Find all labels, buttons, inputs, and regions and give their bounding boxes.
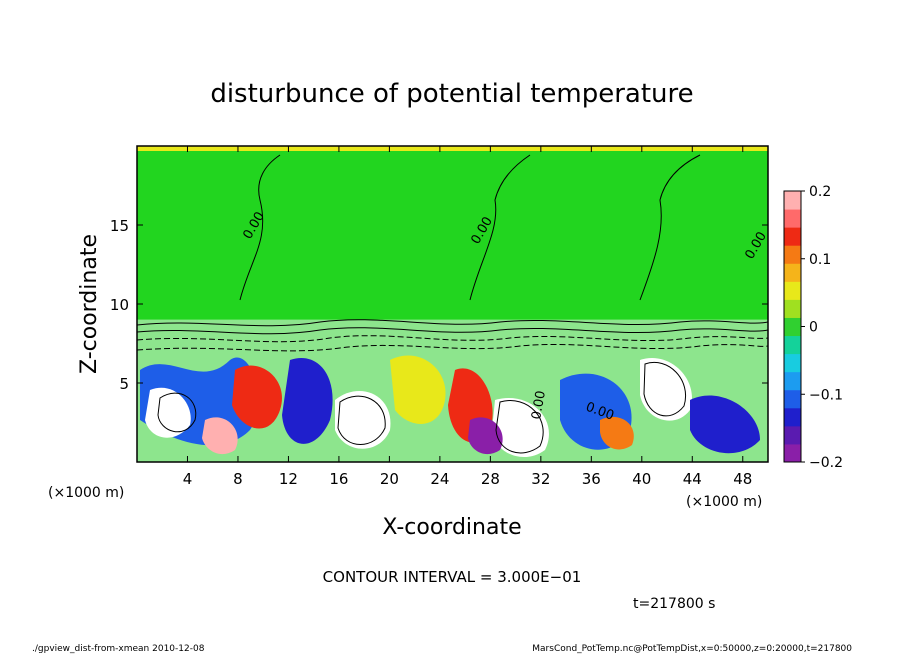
colorbar-segment bbox=[784, 407, 801, 427]
y-tick-label: 5 bbox=[119, 375, 129, 393]
colorbar-tick-label: 0.2 bbox=[809, 184, 831, 200]
blob-white-4 bbox=[640, 358, 692, 421]
time-label: t=217800 s bbox=[633, 596, 715, 612]
x-axis-ticks: 4 8 12 16 20 24 28 32 36 40 44 48 bbox=[183, 146, 752, 488]
x-tick-label: 48 bbox=[733, 470, 752, 488]
colorbar-segment bbox=[784, 317, 801, 337]
blob-purple-1 bbox=[468, 417, 503, 455]
colorbar-ticks: 0.2 0.1 0 −0.1 −0.2 bbox=[801, 184, 843, 471]
colorbar-segment bbox=[784, 389, 801, 409]
colorbar-tick-label: 0 bbox=[809, 320, 818, 336]
x-tick-label: 24 bbox=[430, 470, 449, 488]
x-tick-label: 12 bbox=[279, 470, 298, 488]
contour-line bbox=[469, 154, 531, 301]
blob-blue-2 bbox=[282, 358, 333, 444]
contour-line bbox=[157, 392, 197, 433]
contour-line bbox=[495, 400, 544, 454]
x-tick-label: 4 bbox=[183, 470, 193, 488]
colorbar-segment bbox=[784, 425, 801, 445]
colorbar-tick-label: −0.2 bbox=[809, 455, 843, 471]
y-axis-ticks: 5 10 15 bbox=[110, 217, 768, 393]
blob-white-1 bbox=[145, 387, 191, 438]
upper-layer-region bbox=[137, 146, 768, 320]
lower-turbulent-layer bbox=[137, 320, 768, 462]
x-axis-title: X-coordinate bbox=[382, 515, 521, 540]
blob-white-3 bbox=[492, 398, 549, 458]
blob-yellow-1 bbox=[390, 355, 446, 424]
contour-line bbox=[137, 327, 768, 335]
colorbar-segment bbox=[784, 353, 801, 373]
x-unit-right: (×1000 m) bbox=[686, 494, 762, 510]
heatmap-field: 0.00 0.00 0.00 0.00 0.00 bbox=[137, 146, 768, 462]
footer-right: MarsCond_PotTemp.nc@PotTempDist,x=0:5000… bbox=[532, 644, 852, 654]
blob-red-1 bbox=[232, 365, 282, 429]
colorbar-segment bbox=[784, 263, 801, 282]
colorbar bbox=[783, 190, 802, 463]
blob-pink-1 bbox=[202, 417, 238, 455]
contour-label: 0.00 bbox=[529, 390, 549, 421]
contour-lines bbox=[137, 154, 768, 454]
colorbar-tick-label: −0.1 bbox=[809, 387, 843, 403]
x-tick-label: 36 bbox=[582, 470, 601, 488]
colorbar-segment bbox=[784, 281, 801, 300]
top-strip bbox=[137, 146, 768, 151]
contour-interval-label: CONTOUR INTERVAL = 3.000E−01 bbox=[323, 568, 582, 586]
blob-orange-1 bbox=[600, 416, 634, 450]
x-tick-label: 40 bbox=[632, 470, 651, 488]
colorbar-tick-label: 0.1 bbox=[809, 252, 831, 268]
x-unit-left: (×1000 m) bbox=[48, 485, 124, 501]
blob-white-2 bbox=[335, 391, 391, 449]
colorbar-segment bbox=[784, 371, 801, 391]
y-axis-title: Z-coordinate bbox=[77, 234, 102, 374]
colorbar-segment bbox=[784, 335, 801, 355]
chart-title: disturbunce of potential temperature bbox=[210, 79, 693, 109]
x-tick-label: 44 bbox=[683, 470, 702, 488]
contour-line bbox=[643, 362, 686, 417]
footer-left: ./gpview_dist-from-xmean 2010-12-08 bbox=[32, 644, 205, 654]
x-tick-label: 16 bbox=[329, 470, 348, 488]
contour-line bbox=[337, 395, 386, 445]
contour-line bbox=[239, 154, 281, 301]
y-tick-label: 15 bbox=[110, 217, 129, 235]
contour-line bbox=[137, 319, 768, 327]
colorbar-segment bbox=[784, 299, 801, 318]
x-tick-label: 20 bbox=[380, 470, 399, 488]
blob-blue-4 bbox=[690, 395, 760, 454]
x-tick-label: 8 bbox=[233, 470, 243, 488]
colorbar-segment bbox=[784, 209, 801, 228]
colorbar-segment bbox=[784, 245, 801, 264]
colorbar-segment bbox=[784, 443, 801, 463]
x-tick-label: 28 bbox=[481, 470, 500, 488]
y-tick-label: 10 bbox=[110, 296, 129, 314]
contour-line bbox=[137, 343, 768, 352]
contour-line bbox=[639, 154, 701, 301]
colorbar-segment bbox=[784, 191, 801, 210]
contour-line bbox=[137, 335, 768, 343]
colorbar-segment bbox=[784, 227, 801, 246]
x-tick-label: 32 bbox=[531, 470, 550, 488]
